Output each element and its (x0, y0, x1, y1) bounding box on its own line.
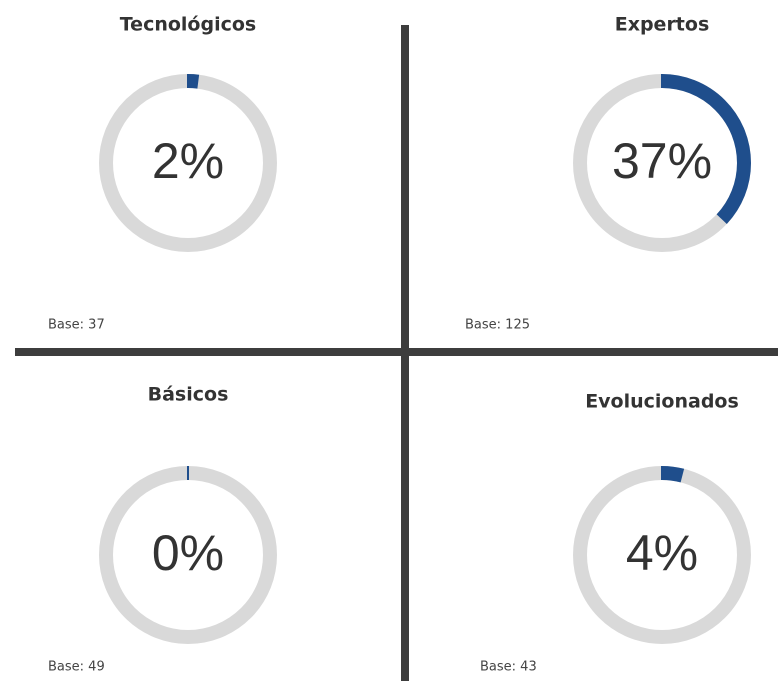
base-note: Base: 49 (48, 660, 105, 675)
chart-title: Tecnológicos (120, 14, 256, 36)
base-note: Base: 125 (465, 318, 530, 333)
base-note: Base: 37 (48, 318, 105, 333)
chart-title: Expertos (615, 14, 710, 36)
value-label: 0% (152, 525, 224, 581)
value-label: 2% (152, 133, 224, 189)
value-label: 4% (626, 525, 698, 581)
chart-title: Básicos (148, 384, 229, 406)
value-label: 37% (612, 133, 712, 189)
chart-title: Evolucionados (585, 391, 739, 413)
base-note: Base: 43 (480, 660, 537, 675)
divider-horizontal (15, 348, 778, 356)
donut-arc (573, 466, 751, 644)
donut-arc (573, 74, 751, 252)
donut-arc (99, 74, 277, 252)
